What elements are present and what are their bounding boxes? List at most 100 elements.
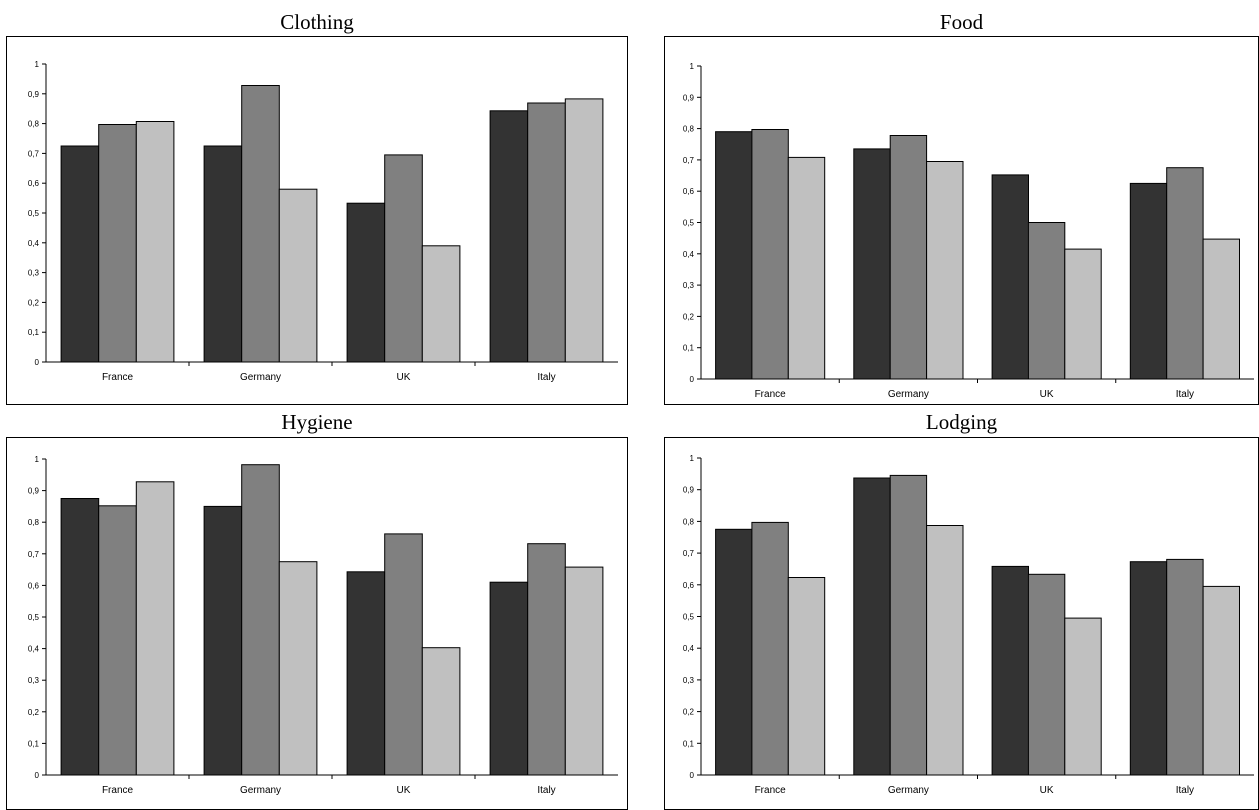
y-tick-label: 0,7 (683, 549, 695, 558)
y-tick-label: 0,6 (683, 187, 695, 196)
bar (751, 521, 789, 776)
bar (489, 581, 529, 776)
bar (527, 102, 566, 363)
bar (98, 124, 137, 363)
x-tick-label: Italy (537, 785, 555, 796)
bar (564, 566, 604, 776)
x-tick-label: Italy (537, 372, 555, 383)
bar (527, 543, 566, 776)
bar (787, 577, 826, 776)
y-tick-label: 0,3 (28, 269, 40, 278)
y-tick-label: 0,5 (28, 209, 40, 218)
bar (715, 528, 753, 776)
bar-chart-hygiene: 0 0,1 0,2 0,3 0,4 0,5 0,6 0,7 0,8 0,9 1 France Germa… (28, 455, 618, 796)
x-tick-label: Germany (240, 785, 281, 796)
x-tick-label: UK (397, 785, 411, 796)
y-tick-label: 0,8 (683, 125, 695, 134)
x-tick-label: Germany (888, 785, 929, 796)
y-tick-label: 0,4 (28, 239, 40, 248)
y-tick-label: 1 (690, 62, 695, 71)
bar (564, 98, 604, 363)
bar (241, 464, 280, 776)
bar (346, 571, 386, 776)
bar (926, 525, 964, 776)
bar (489, 110, 529, 363)
y-tick-label: 0,7 (683, 156, 695, 165)
bar (421, 245, 461, 363)
y-tick-label: 0,1 (28, 328, 40, 337)
bar (889, 135, 928, 380)
y-tick-label: 0 (35, 771, 40, 780)
bar (1064, 617, 1102, 776)
y-tick-label: 0 (35, 358, 40, 367)
bar (421, 647, 461, 776)
bar (1202, 238, 1240, 380)
x-tick-label: France (102, 372, 134, 383)
x-tick-label: UK (1040, 389, 1054, 400)
chart-title: Clothing (280, 10, 354, 34)
y-tick-label: 0,8 (28, 518, 40, 527)
y-tick-label: 0,4 (683, 644, 695, 653)
y-tick-label: 0 (690, 771, 695, 780)
chart-panel-lodging: Lodging 0 0,1 0,2 0,3 0,4 0,5 0,6 0,7 0,8 0,9 1 Fra… (664, 410, 1259, 810)
y-tick-label: 0,2 (683, 312, 695, 321)
y-tick-label: 0,5 (683, 219, 695, 228)
bar (926, 161, 964, 380)
y-tick-label: 0,1 (28, 739, 40, 748)
x-tick-label: UK (1040, 785, 1054, 796)
bar (60, 145, 100, 363)
y-tick-label: 0,5 (683, 613, 695, 622)
chart-title: Hygiene (281, 410, 353, 434)
bar (991, 565, 1030, 776)
y-tick-label: 0,1 (683, 739, 695, 748)
bar (715, 131, 753, 380)
x-tick-label: Italy (1176, 389, 1194, 400)
x-tick-label: Italy (1176, 785, 1194, 796)
bar (203, 505, 243, 776)
bar (751, 129, 789, 380)
bar (384, 154, 423, 363)
bar (203, 145, 243, 363)
y-tick-label: 1 (35, 455, 40, 464)
bar (1166, 558, 1204, 776)
y-tick-label: 0,9 (683, 486, 695, 495)
y-tick-label: 0,4 (28, 645, 40, 654)
bar (1202, 585, 1240, 776)
y-tick-label: 0,2 (28, 708, 40, 717)
x-tick-label: France (755, 785, 787, 796)
bar (991, 174, 1030, 380)
bar (1129, 561, 1168, 776)
chart-title: Lodging (925, 410, 998, 434)
y-tick-label: 0,3 (28, 676, 40, 685)
bar (135, 121, 175, 363)
y-tick-label: 0,9 (28, 487, 40, 496)
bar (1027, 573, 1066, 776)
x-tick-label: Germany (888, 389, 929, 400)
chart-panel-hygiene: Hygiene 0 0,1 0,2 0,3 0,4 0,5 0,6 0,7 0,8 0,9 1 Fra… (6, 410, 628, 810)
bar (787, 156, 826, 380)
bar (135, 481, 175, 776)
x-tick-label: France (102, 785, 134, 796)
bar (1166, 167, 1204, 380)
y-tick-label: 0,3 (683, 281, 695, 290)
y-tick-label: 0,6 (683, 581, 695, 590)
bar (384, 533, 423, 776)
y-tick-label: 0 (690, 375, 695, 384)
x-tick-label: Germany (240, 372, 281, 383)
y-tick-label: 0,1 (683, 344, 695, 353)
y-tick-label: 0,2 (683, 708, 695, 717)
bar (1064, 248, 1102, 380)
chart-panel-clothing: Clothing 0 0,1 0,2 0,3 0,4 0,5 0,6 0,7 0,8 0,9 1 Fr… (6, 10, 628, 405)
y-tick-label: 0,8 (28, 120, 40, 129)
y-tick-label: 0,2 (28, 298, 40, 307)
y-tick-label: 0,7 (28, 550, 40, 559)
bar-chart-food: 0 0,1 0,2 0,3 0,4 0,5 0,6 0,7 0,8 0,9 1 France Germa… (683, 62, 1254, 400)
bar (278, 188, 318, 363)
y-tick-label: 0,9 (683, 93, 695, 102)
x-tick-label: UK (397, 372, 411, 383)
bar (98, 505, 137, 776)
bar (889, 474, 928, 776)
y-tick-label: 1 (35, 60, 40, 69)
bar (241, 85, 280, 363)
y-tick-label: 0,8 (683, 517, 695, 526)
